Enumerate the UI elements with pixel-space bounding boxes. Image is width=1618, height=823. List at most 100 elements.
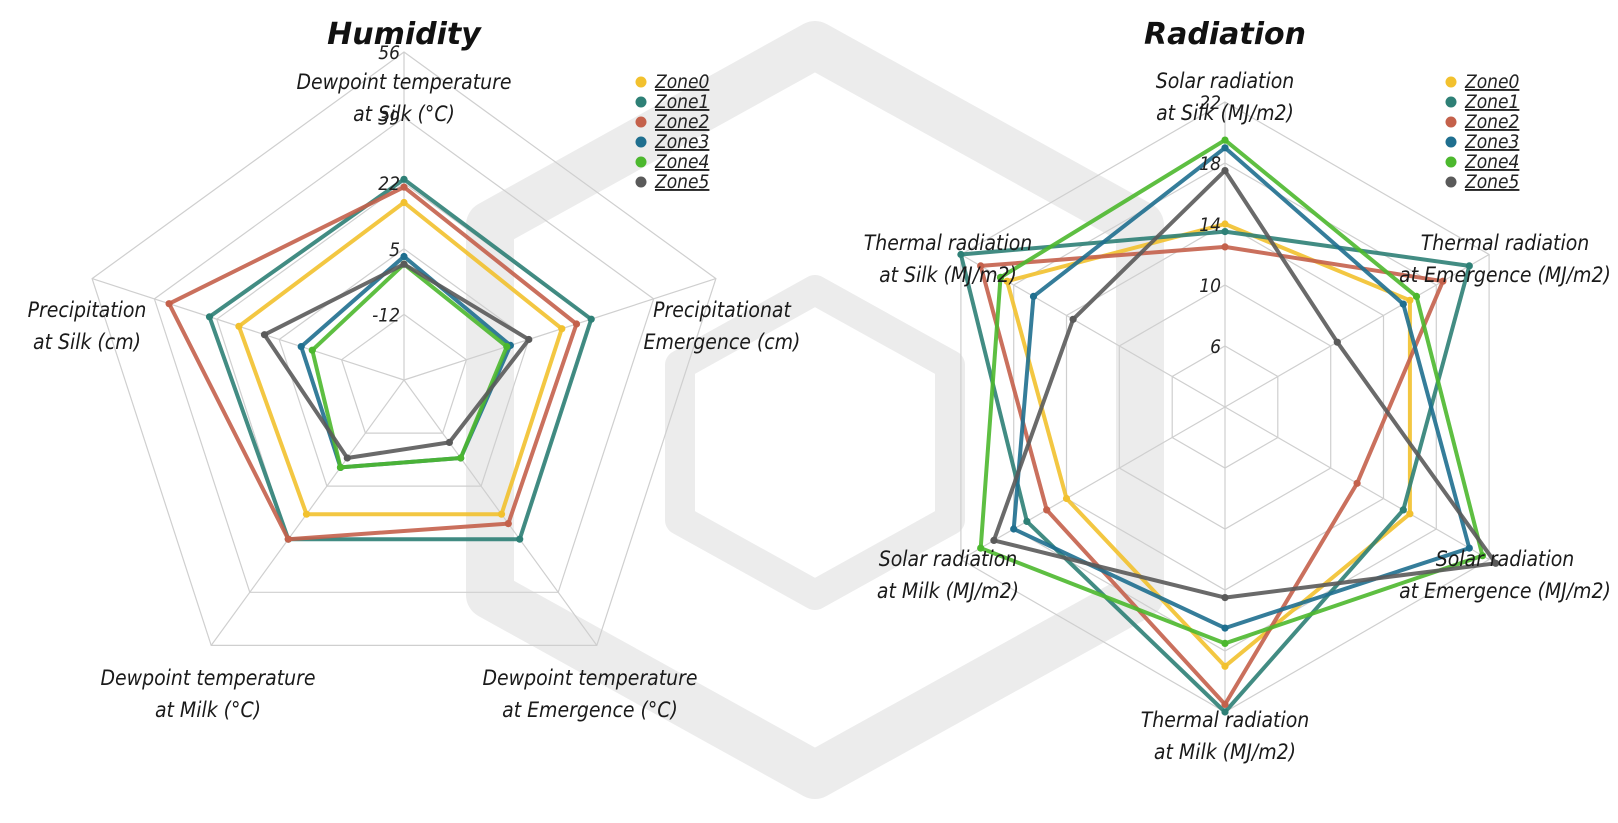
humidity-series-line-zone5	[262, 262, 531, 460]
radiation-series-zone2	[977, 243, 1447, 709]
humidity-point-zone4-2	[457, 454, 465, 462]
humidity-legend-marker	[635, 176, 647, 188]
radiation-legend-label: Zone1	[1464, 91, 1519, 113]
radiation-series-zone3	[1010, 144, 1473, 632]
humidity-legend-item-zone5[interactable]: Zone5	[635, 171, 710, 193]
humidity-grid	[91, 51, 717, 647]
radiation-legend-marker	[1445, 136, 1457, 148]
humidity-legend-item-zone2[interactable]: Zone2	[635, 111, 710, 133]
radiation-point-zone1-5	[957, 250, 965, 259]
radiation-legend-item-zone2[interactable]: Zone2	[1445, 111, 1520, 133]
radiation-point-zone3-2	[1465, 544, 1473, 552]
radiation-axis-label-4: Solar radiation at Milk (MJ/m2)	[877, 547, 1019, 603]
radiation-point-zone0-3	[1221, 662, 1229, 670]
radiation-series-zone1	[957, 228, 1473, 716]
radiation-tick-labels: 6 10 14 18 22	[1199, 92, 1221, 358]
radiation-legend-marker	[1445, 156, 1457, 168]
radiation-point-zone4-1	[1412, 292, 1421, 300]
humidity-grid-ring-0	[340, 313, 468, 434]
radiation-legend-marker	[1445, 96, 1457, 108]
radiation-legend-marker	[1445, 76, 1457, 88]
radiation-legend-label: Zone2	[1464, 111, 1519, 133]
radiation-radar-chart: Radiation 6 10 14 18 22 Solar radiation at Si…	[864, 17, 1611, 764]
radiation-point-zone3-0	[1221, 144, 1229, 152]
humidity-point-zone1-1	[587, 315, 595, 323]
radiation-point-zone5-0	[1221, 167, 1229, 175]
humidity-legend-marker	[635, 116, 647, 128]
humidity-spoke-4	[91, 278, 405, 381]
radiation-chart-title: Radiation	[1144, 17, 1306, 52]
humidity-point-zone4-1	[503, 343, 511, 351]
radiation-point-zone1-0	[1221, 228, 1229, 236]
humidity-series-zone4	[308, 260, 511, 471]
humidity-point-zone5-0	[400, 260, 408, 268]
humidity-legend-label: Zone1	[654, 91, 709, 113]
radiation-point-zone1-4	[1023, 517, 1031, 526]
radiation-axis-label-1: Thermal radiation at Emergence (MJ/m2)	[1399, 231, 1611, 287]
humidity-legend-item-zone4[interactable]: Zone4	[635, 151, 710, 173]
humidity-series-line-zone1	[207, 177, 594, 542]
radiation-legend-label: Zone4	[1464, 151, 1519, 173]
humidity-point-zone3-4	[297, 343, 305, 351]
humidity-grid-ring-1	[278, 248, 530, 487]
radiation-series-zone5	[990, 167, 1500, 602]
radiation-tick-label: 18	[1199, 153, 1221, 175]
radiation-axis-label-0: Solar radiation at Silk (MJ/m2)	[1156, 69, 1295, 125]
radiation-legend-item-zone1[interactable]: Zone1	[1445, 91, 1520, 113]
radiation-point-zone4-5	[996, 273, 1005, 281]
humidity-axis-label-4: Precipitation at Silk (cm)	[28, 298, 147, 354]
humidity-point-zone5-2	[445, 438, 453, 446]
humidity-point-zone1-0	[400, 175, 408, 183]
radiation-legend-item-zone4[interactable]: Zone4	[1445, 151, 1520, 173]
radiation-axis-label-3: Thermal radiation at Milk (MJ/m2)	[1141, 708, 1309, 764]
humidity-point-zone0-0	[400, 198, 408, 207]
radiation-legend-label: Zone0	[1464, 71, 1520, 93]
radiation-legend-item-zone3[interactable]: Zone3	[1445, 131, 1520, 153]
radiation-point-zone5-2	[1492, 559, 1500, 567]
humidity-point-zone0-1	[558, 325, 566, 333]
radiation-point-zone1-1	[1465, 262, 1473, 270]
humidity-point-zone0-3	[302, 510, 311, 518]
radiation-tick-label: 22	[1199, 92, 1221, 114]
humidity-point-zone5-3	[343, 454, 351, 462]
humidity-tick-label: -12	[372, 304, 400, 326]
humidity-point-zone2-3	[284, 535, 292, 543]
humidity-point-zone2-0	[400, 183, 408, 191]
humidity-legend-item-zone1[interactable]: Zone1	[635, 91, 710, 113]
radiation-point-zone0-1	[1406, 296, 1414, 304]
radiation-legend-item-zone0[interactable]: Zone0	[1445, 71, 1520, 93]
humidity-series-zone5	[260, 260, 533, 462]
humidity-point-zone2-2	[504, 520, 512, 528]
humidity-tick-label: 5	[389, 239, 400, 261]
humidity-point-zone4-4	[308, 346, 316, 354]
radiation-axis-label-2: Solar radiation at Emergence (MJ/m2)	[1399, 547, 1611, 603]
radiation-point-zone2-1	[1439, 277, 1447, 285]
radiation-point-zone3-5	[1029, 292, 1038, 300]
humidity-legend-label: Zone4	[654, 151, 709, 173]
humidity-legend-marker	[635, 156, 647, 168]
humidity-legend-item-zone0[interactable]: Zone0	[635, 71, 710, 93]
radiation-point-zone5-4	[990, 536, 998, 545]
radiation-point-zone0-5	[1003, 277, 1011, 285]
humidity-point-zone5-4	[260, 331, 269, 339]
humidity-radar-chart: Humidity -12 5 22 39 56 Dewpoint temperature…	[28, 17, 801, 722]
humidity-legend-item-zone3[interactable]: Zone3	[635, 131, 710, 153]
humidity-grid-ring-4	[91, 51, 717, 647]
radiation-point-zone0-2	[1406, 510, 1414, 518]
radiation-series	[957, 136, 1500, 716]
radiation-tick-label: 6	[1210, 336, 1221, 358]
radiation-tick-label: 10	[1199, 275, 1221, 297]
radiation-legend-item-zone5[interactable]: Zone5	[1445, 171, 1520, 193]
radiation-point-zone3-4	[1010, 525, 1018, 533]
radiation-point-zone0-4	[1062, 494, 1071, 503]
humidity-tick-label: 22	[378, 173, 400, 195]
humidity-point-zone0-2	[497, 510, 506, 518]
radiation-point-zone0-0	[1221, 220, 1229, 228]
humidity-legend-label: Zone5	[654, 171, 709, 193]
humidity-chart-title: Humidity	[327, 17, 482, 52]
radiation-legend-marker	[1445, 176, 1457, 188]
humidity-legend-label: Zone3	[654, 131, 709, 153]
humidity-axis-label-0: Dewpoint temperature at Silk (°C)	[297, 70, 512, 126]
humidity-legend-marker	[635, 76, 647, 88]
